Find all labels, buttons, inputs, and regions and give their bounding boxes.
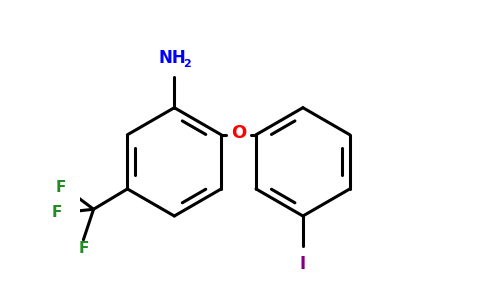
Text: I: I	[300, 255, 306, 273]
Text: NH: NH	[159, 49, 186, 67]
Text: F: F	[78, 241, 89, 256]
Text: F: F	[52, 205, 62, 220]
Text: O: O	[231, 124, 246, 142]
Text: F: F	[55, 180, 66, 195]
Text: 2: 2	[183, 59, 191, 69]
